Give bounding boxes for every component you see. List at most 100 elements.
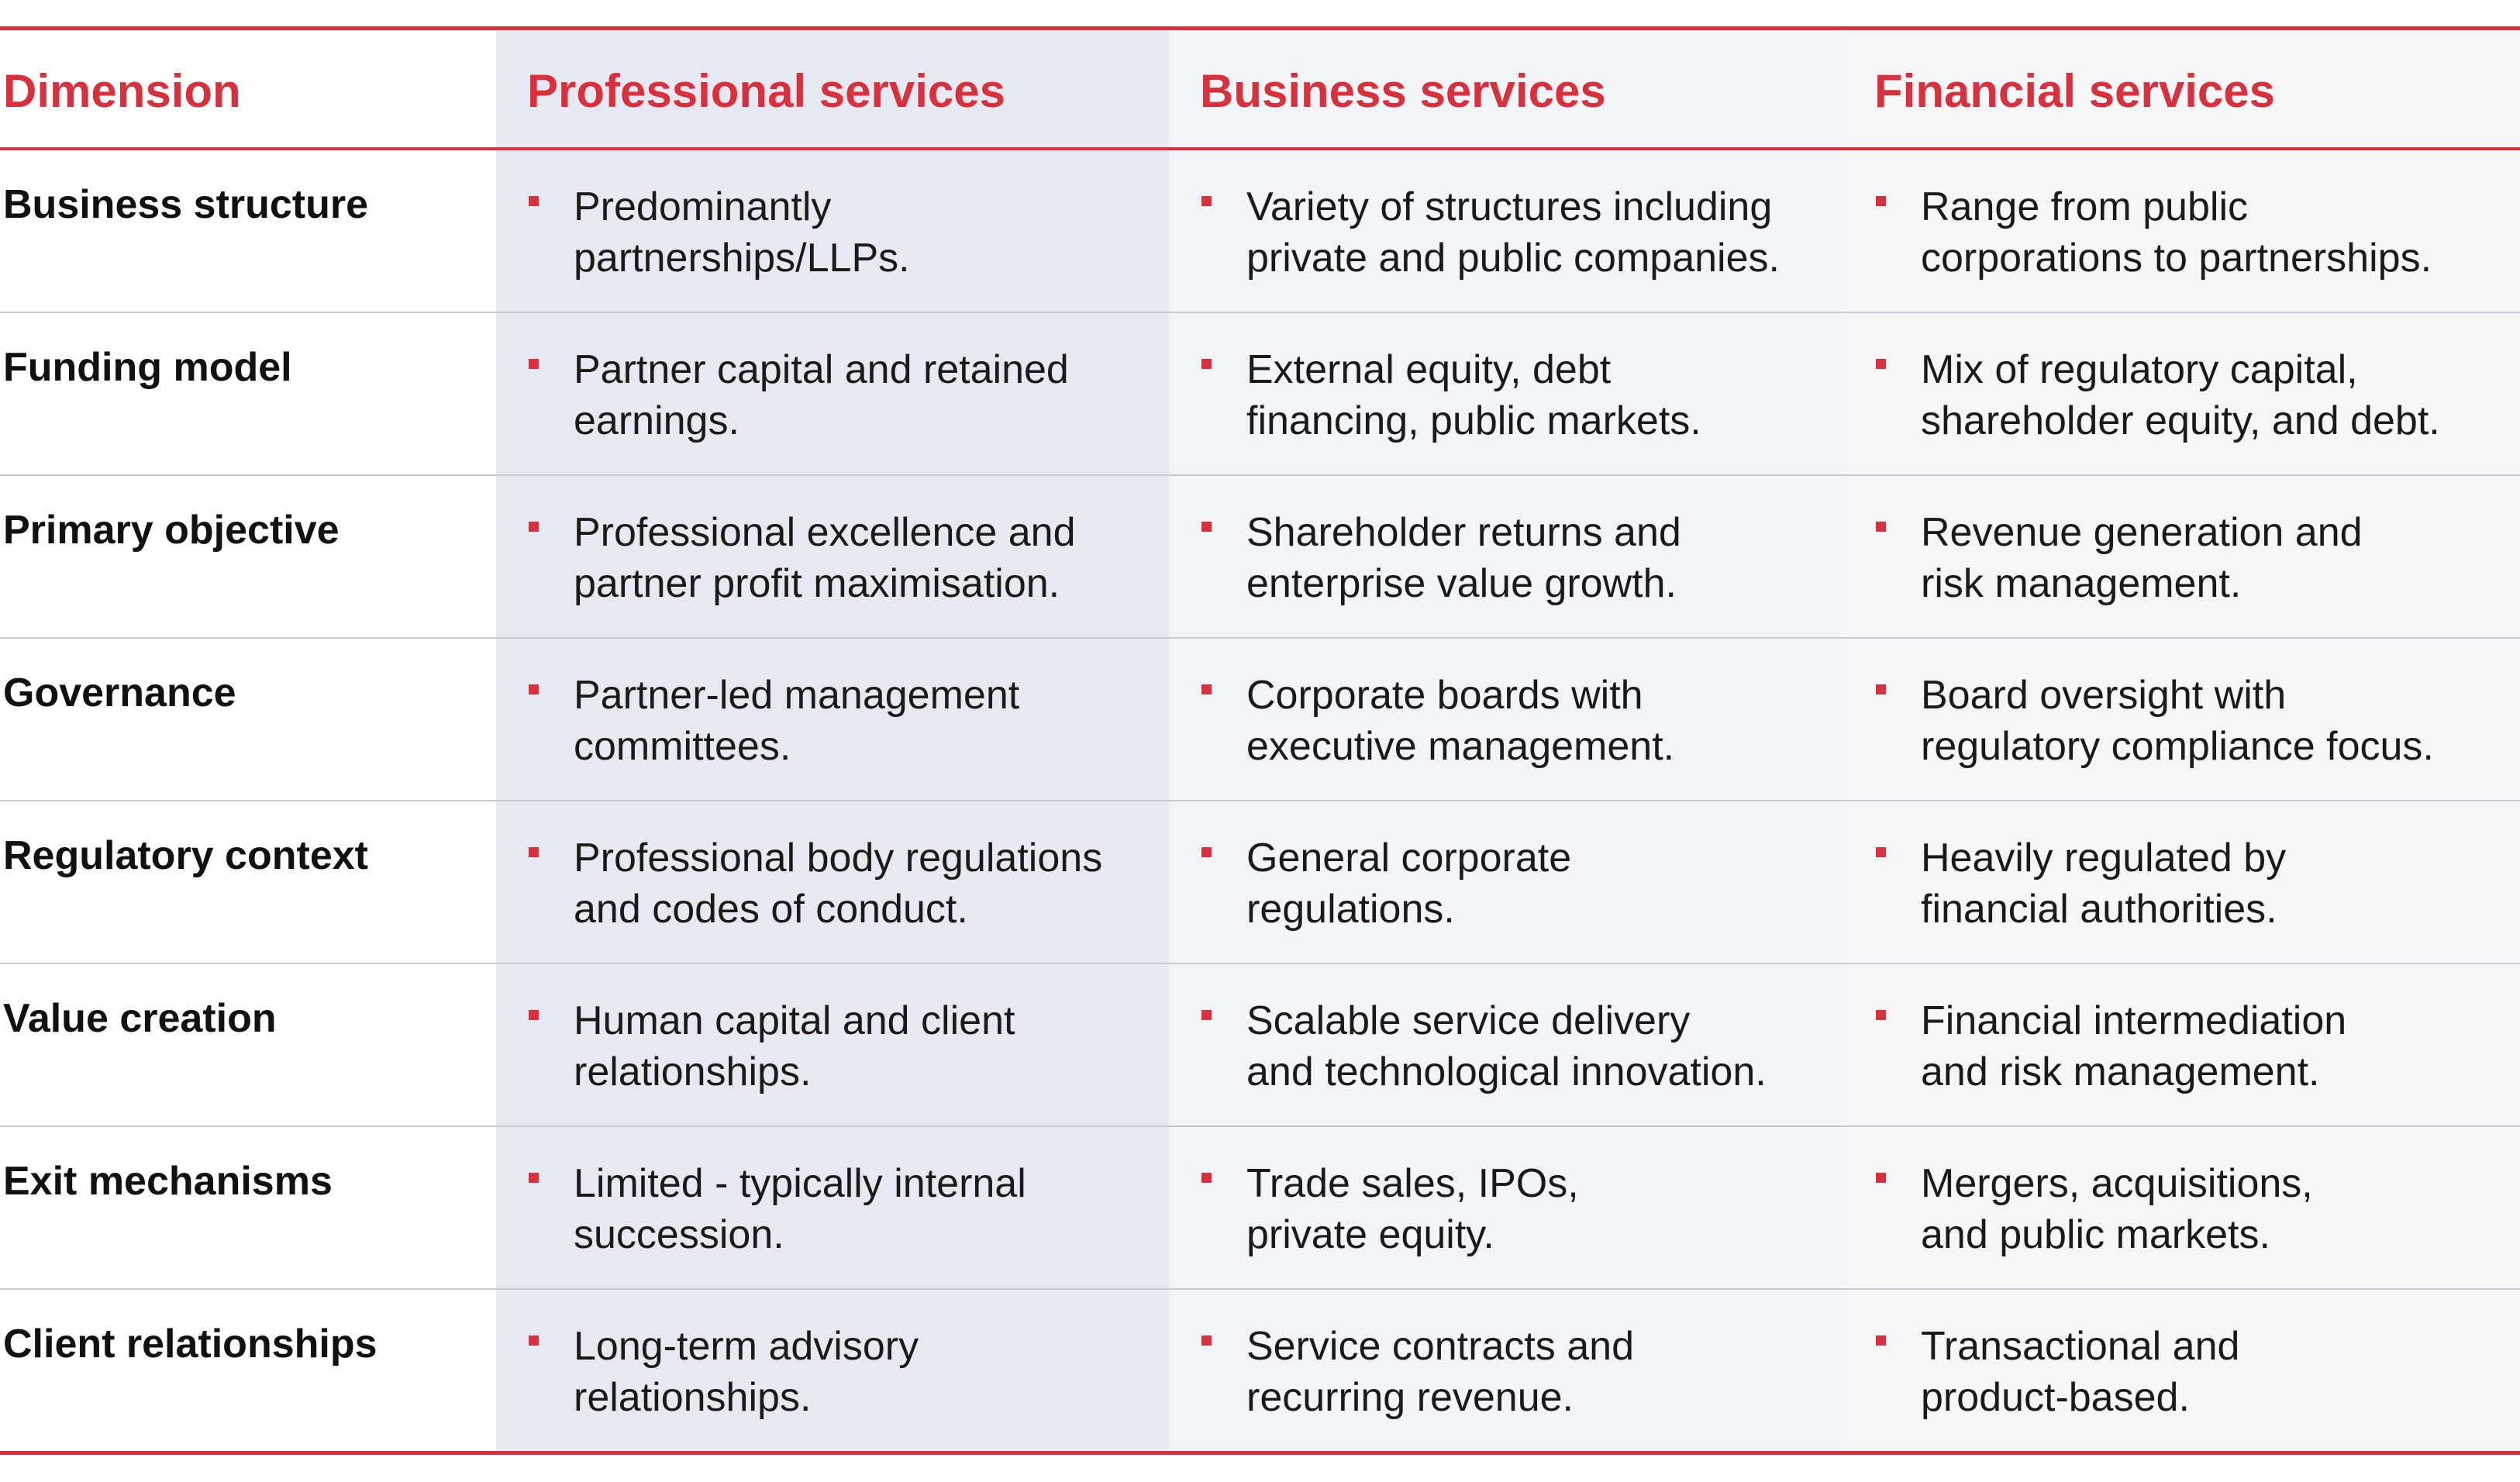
financial-cell: Board oversight with regulatory complian… — [1843, 639, 2520, 800]
dimension-cell: Regulatory context — [0, 801, 496, 963]
professional-cell: Long-term advisory relationships. — [496, 1290, 1169, 1451]
comparison-table: Dimension Professional services Business… — [0, 26, 2520, 1455]
header-professional-label: Professional services — [527, 65, 1006, 117]
professional-cell: Partner capital and retained earnings. — [496, 313, 1169, 474]
square-bullet-icon — [1201, 847, 1212, 857]
square-bullet-icon — [529, 684, 539, 694]
square-bullet-icon — [1876, 847, 1886, 857]
square-bullet-icon — [529, 196, 539, 206]
business-cell: Service contracts and recurring revenue. — [1169, 1290, 1843, 1451]
header-cell-financial: Financial services — [1843, 30, 2520, 147]
business-cell: External equity, debt financing, public … — [1169, 313, 1843, 474]
square-bullet-icon — [1876, 1336, 1886, 1346]
professional-text: Partner-led management committees. — [574, 673, 1020, 769]
table-header-row: Dimension Professional services Business… — [0, 30, 2520, 150]
professional-cell: Partner-led management committees. — [496, 639, 1169, 800]
professional-text: Human capital and client relationships. — [574, 998, 1015, 1094]
professional-text: Professional excellence and partner prof… — [574, 510, 1076, 606]
business-text: Variety of structures including private … — [1246, 184, 1780, 281]
dimension-cell: Client relationships — [0, 1290, 496, 1451]
professional-cell: Limited - typically internal succession. — [496, 1127, 1169, 1288]
square-bullet-icon — [529, 1336, 539, 1346]
financial-cell: Financial intermediation and risk manage… — [1843, 964, 2520, 1125]
square-bullet-icon — [529, 847, 539, 857]
professional-cell: Predominantly partnerships/LLPs. — [496, 150, 1169, 312]
financial-text: Mix of regulatory capital, shareholder e… — [1921, 347, 2440, 443]
table-row: Business structure Predominantly partners… — [0, 150, 2520, 313]
dimension-label: Business structure — [3, 182, 369, 227]
square-bullet-icon — [1201, 1173, 1212, 1183]
header-dimension-label: Dimension — [3, 65, 241, 117]
square-bullet-icon — [1876, 522, 1886, 532]
financial-text: Board oversight with regulatory complian… — [1921, 673, 2434, 769]
header-cell-business: Business services — [1169, 30, 1843, 147]
dimension-label: Client relationships — [3, 1322, 377, 1367]
financial-text: Revenue generation and risk management. — [1921, 510, 2363, 606]
business-cell: Corporate boards with executive manageme… — [1169, 639, 1843, 800]
dimension-cell: Value creation — [0, 964, 496, 1125]
professional-text: Long-term advisory relationships. — [574, 1324, 919, 1420]
business-cell: Trade sales, IPOs, private equity. — [1169, 1127, 1843, 1288]
header-financial-label: Financial services — [1874, 65, 2275, 117]
professional-text: Limited - typically internal succession. — [574, 1161, 1026, 1257]
square-bullet-icon — [1201, 1010, 1212, 1020]
business-cell: Scalable service delivery and technologi… — [1169, 964, 1843, 1125]
square-bullet-icon — [1876, 1010, 1886, 1020]
table-row: Primary objective Professional excellence… — [0, 476, 2520, 639]
table-row: Exit mechanisms Limited - typically inter… — [0, 1127, 2520, 1290]
header-cell-professional: Professional services — [496, 30, 1169, 147]
square-bullet-icon — [529, 359, 539, 369]
square-bullet-icon — [1876, 684, 1886, 694]
professional-cell: Human capital and client relationships. — [496, 964, 1169, 1125]
financial-text: Mergers, acquisitions, and public market… — [1921, 1161, 2313, 1257]
dimension-cell: Primary objective — [0, 476, 496, 637]
square-bullet-icon — [529, 1173, 539, 1183]
square-bullet-icon — [1876, 1173, 1886, 1183]
table-row: Funding model Partner capital and retaine… — [0, 313, 2520, 476]
square-bullet-icon — [529, 1010, 539, 1020]
financial-text: Financial intermediation and risk manage… — [1921, 998, 2347, 1094]
financial-cell: Mix of regulatory capital, shareholder e… — [1843, 313, 2520, 474]
professional-cell: Professional body regulations and codes … — [496, 801, 1169, 963]
dimension-cell: Funding model — [0, 313, 496, 474]
header-cell-dimension: Dimension — [0, 30, 496, 147]
square-bullet-icon — [1201, 522, 1212, 532]
financial-text: Heavily regulated by financial authoriti… — [1921, 836, 2287, 932]
square-bullet-icon — [1201, 1336, 1212, 1346]
table-row: Value creation Human capital and client r… — [0, 964, 2520, 1127]
square-bullet-icon — [1876, 359, 1886, 369]
business-text: Trade sales, IPOs, private equity. — [1246, 1161, 1579, 1257]
business-text: Corporate boards with executive manageme… — [1246, 673, 1675, 769]
business-cell: Shareholder returns and enterprise value… — [1169, 476, 1843, 637]
business-text: Service contracts and recurring revenue. — [1246, 1324, 1635, 1420]
dimension-label: Funding model — [3, 345, 292, 390]
header-business-label: Business services — [1200, 65, 1606, 117]
dimension-label: Value creation — [3, 996, 277, 1041]
square-bullet-icon — [529, 522, 539, 532]
table-row: Regulatory context Professional body regu… — [0, 801, 2520, 964]
professional-text: Predominantly partnerships/LLPs. — [574, 184, 910, 281]
financial-cell: Revenue generation and risk management. — [1843, 476, 2520, 637]
square-bullet-icon — [1201, 196, 1212, 206]
business-text: Shareholder returns and enterprise value… — [1246, 510, 1681, 606]
professional-cell: Professional excellence and partner prof… — [496, 476, 1169, 637]
table-row: Client relationships Long-term advisory r… — [0, 1290, 2520, 1451]
business-text: General corporate regulations. — [1246, 836, 1572, 932]
professional-text: Professional body regulations and codes … — [574, 836, 1103, 932]
dimension-cell: Governance — [0, 639, 496, 800]
dimension-label: Primary objective — [3, 508, 340, 553]
dimension-label: Exit mechanisms — [3, 1159, 333, 1204]
financial-cell: Range from public corporations to partne… — [1843, 150, 2520, 312]
financial-text: Transactional and product-based. — [1921, 1324, 2240, 1420]
business-cell: General corporate regulations. — [1169, 801, 1843, 963]
financial-cell: Heavily regulated by financial authoriti… — [1843, 801, 2520, 963]
financial-cell: Transactional and product-based. — [1843, 1290, 2520, 1451]
financial-cell: Mergers, acquisitions, and public market… — [1843, 1127, 2520, 1288]
table-body: Business structure Predominantly partners… — [0, 150, 2520, 1451]
business-text: External equity, debt financing, public … — [1246, 347, 1701, 443]
business-cell: Variety of structures including private … — [1169, 150, 1843, 312]
square-bullet-icon — [1201, 684, 1212, 694]
table-row: Governance Partner-led management committ… — [0, 639, 2520, 801]
professional-text: Partner capital and retained earnings. — [574, 347, 1069, 443]
square-bullet-icon — [1876, 196, 1886, 206]
